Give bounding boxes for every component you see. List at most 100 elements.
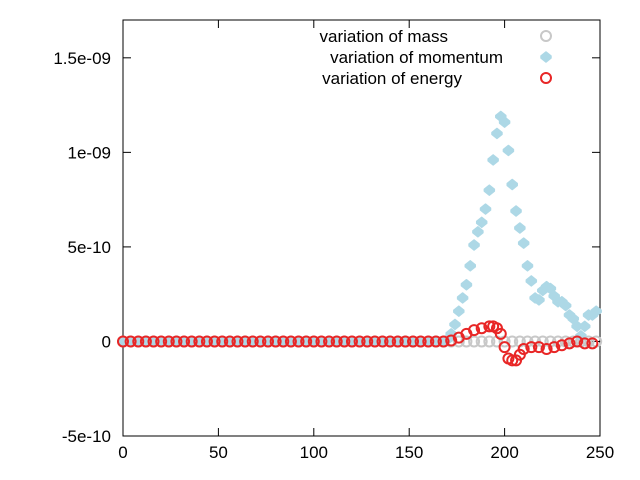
data-point [170, 335, 183, 348]
y-tick-label: -5e-10 [62, 427, 111, 446]
data-point [517, 237, 530, 249]
data-point [216, 335, 229, 348]
data-point [502, 144, 515, 157]
data-point [449, 318, 461, 331]
data-point [548, 341, 561, 354]
series-variation-of-momentum [117, 110, 602, 348]
data-point [521, 260, 534, 272]
data-point [586, 337, 599, 350]
y-tick-label: 1.5e-09 [53, 49, 111, 68]
data-point [525, 341, 538, 354]
x-tick-label: 0 [118, 443, 127, 462]
data-point [399, 335, 412, 348]
data-point [193, 335, 206, 348]
data-point [487, 154, 499, 166]
legend-marker [540, 30, 552, 42]
data-point [200, 335, 213, 348]
data-point [517, 343, 530, 356]
x-tick-label: 100 [300, 443, 328, 462]
data-point [468, 335, 481, 348]
data-point [376, 335, 389, 348]
data-point [132, 335, 145, 348]
data-point [155, 335, 168, 348]
data-point [269, 335, 282, 348]
data-point [483, 335, 496, 348]
legend: variation of mass variation of momentum va… [320, 27, 552, 88]
data-point [422, 335, 435, 348]
data-point [117, 335, 129, 348]
data-point [384, 335, 397, 348]
data-point [429, 335, 442, 348]
data-point [525, 275, 538, 287]
data-point [475, 216, 488, 229]
data-point [483, 184, 496, 196]
data-point [162, 335, 175, 348]
data-point [453, 305, 465, 317]
axes: 0 50 100 150 200 250 -5e-10 0 5e-10 1e-09 1.5e-09 [53, 20, 614, 462]
data-point [479, 203, 492, 215]
x-tick-label: 250 [586, 443, 614, 462]
data-point [277, 335, 290, 348]
data-point [254, 335, 267, 348]
data-point [391, 335, 404, 348]
data-point [452, 335, 465, 348]
data-point [315, 335, 328, 348]
data-point [361, 335, 374, 348]
data-point [563, 337, 576, 350]
plot-area-frame [122, 19, 601, 437]
data-point [345, 335, 358, 348]
data-point [300, 335, 313, 348]
data-point [124, 335, 137, 348]
data-point [578, 337, 591, 350]
data-point [555, 339, 568, 352]
y-tick-label: 5e-10 [68, 238, 111, 257]
data-point [368, 335, 381, 348]
data-point [494, 327, 507, 340]
data-point [330, 335, 343, 348]
data-point [231, 335, 244, 348]
x-tick-label: 200 [490, 443, 518, 462]
data-point [510, 205, 522, 217]
data-point [506, 354, 519, 367]
data-point [407, 335, 420, 348]
data-point [246, 335, 259, 348]
data-point [506, 335, 519, 348]
x-tick-label: 50 [209, 443, 228, 462]
data-point [483, 320, 496, 333]
data-point [262, 335, 275, 348]
data-point [498, 341, 511, 354]
data-point [468, 239, 480, 251]
data-point [307, 335, 320, 348]
y-tick-label: 0 [102, 332, 111, 351]
data-point [460, 278, 473, 291]
data-point [540, 343, 553, 356]
legend-label: variation of mass [320, 27, 449, 46]
data-point [185, 335, 198, 348]
data-point [514, 222, 526, 234]
data-point [223, 335, 236, 348]
data-point [533, 294, 545, 306]
legend-marker [540, 72, 552, 84]
data-point [498, 116, 511, 128]
data-point [178, 335, 191, 348]
data-point [139, 335, 152, 348]
data-point [456, 292, 469, 304]
data-point [353, 335, 366, 348]
legend-label: variation of momentum [330, 48, 503, 67]
data-marks [117, 110, 603, 367]
data-point [284, 335, 297, 348]
data-point [468, 324, 481, 337]
data-point [472, 226, 484, 238]
data-point [437, 335, 450, 348]
data-point [239, 335, 252, 348]
data-point [208, 335, 221, 348]
data-point [445, 334, 458, 347]
data-point [464, 260, 477, 272]
data-point [323, 335, 336, 348]
data-point [590, 305, 602, 317]
series-variation-of-energy [117, 320, 599, 367]
legend-marker [540, 51, 552, 63]
x-tick-label: 150 [395, 443, 423, 462]
data-point [475, 335, 488, 348]
data-point [506, 178, 518, 191]
